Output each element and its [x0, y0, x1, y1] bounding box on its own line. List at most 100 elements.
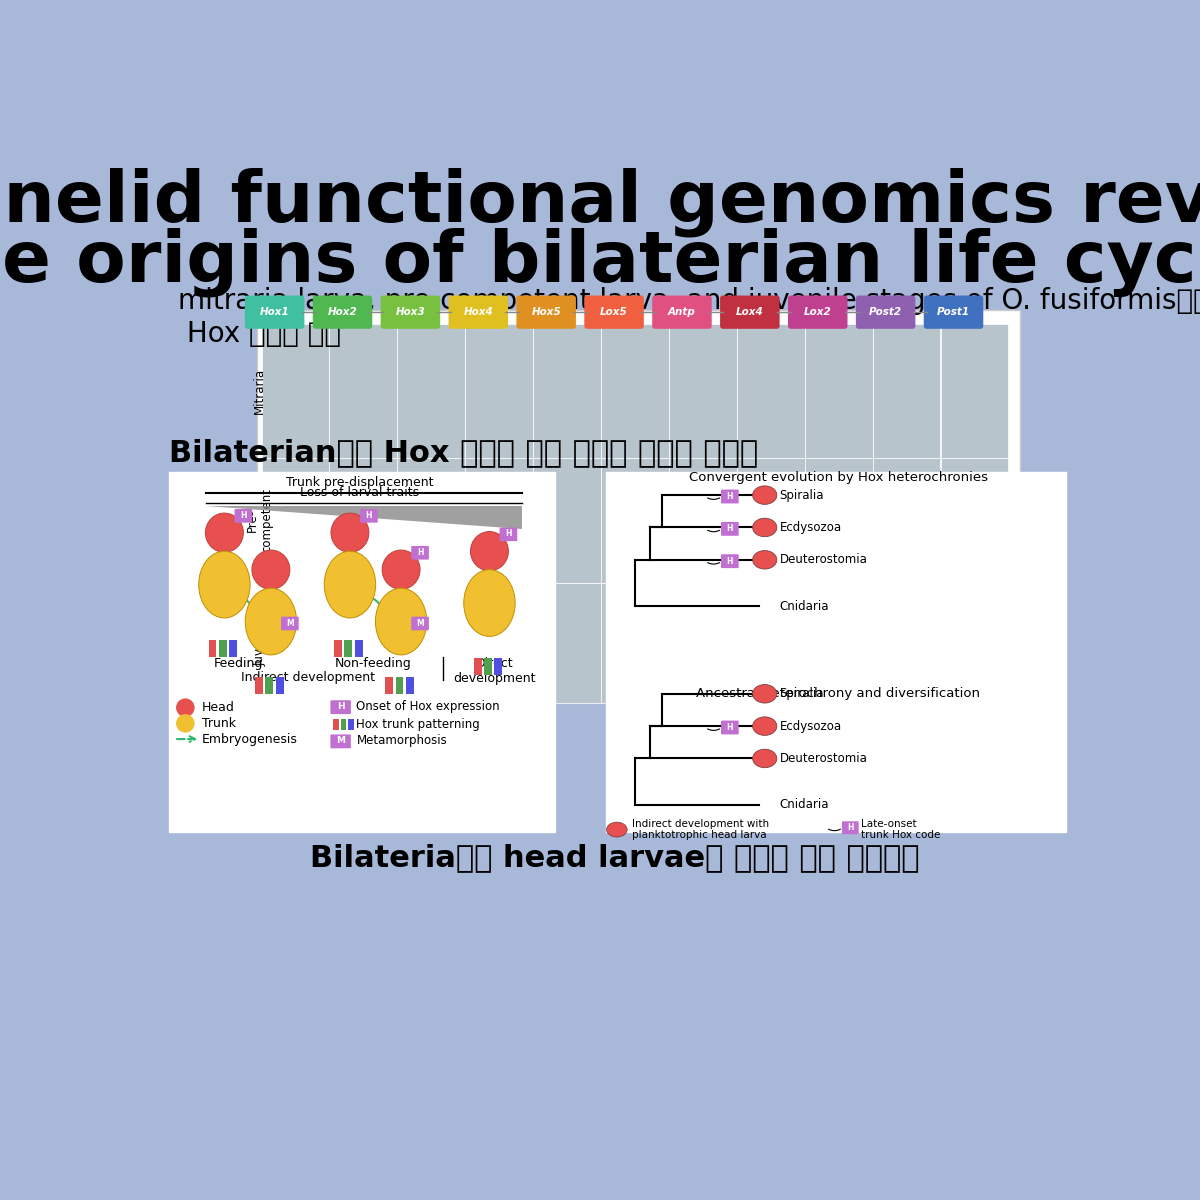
FancyBboxPatch shape — [737, 324, 805, 458]
FancyBboxPatch shape — [856, 295, 916, 329]
Text: Lox5: Lox5 — [600, 307, 628, 317]
FancyBboxPatch shape — [330, 734, 350, 749]
FancyBboxPatch shape — [653, 295, 712, 329]
FancyBboxPatch shape — [606, 472, 1066, 833]
FancyBboxPatch shape — [842, 821, 859, 834]
FancyBboxPatch shape — [601, 458, 668, 583]
Circle shape — [176, 714, 194, 732]
Text: Hox5: Hox5 — [532, 307, 562, 317]
FancyBboxPatch shape — [924, 295, 983, 329]
Bar — [229, 640, 238, 656]
FancyBboxPatch shape — [262, 458, 330, 583]
Text: Onset of Hox expression: Onset of Hox expression — [356, 701, 500, 713]
Text: M: M — [336, 737, 346, 745]
Bar — [406, 677, 414, 694]
Bar — [484, 658, 492, 676]
Text: Direct
development: Direct development — [452, 656, 535, 685]
Ellipse shape — [331, 514, 368, 552]
FancyBboxPatch shape — [466, 458, 533, 583]
FancyBboxPatch shape — [872, 583, 941, 703]
Ellipse shape — [752, 551, 776, 569]
Bar — [218, 640, 227, 656]
Bar — [385, 677, 394, 694]
FancyBboxPatch shape — [533, 583, 601, 703]
FancyBboxPatch shape — [397, 583, 466, 703]
Ellipse shape — [205, 514, 244, 552]
FancyBboxPatch shape — [397, 458, 466, 583]
Text: Hox trunk patterning: Hox trunk patterning — [356, 718, 480, 731]
FancyBboxPatch shape — [449, 295, 508, 329]
FancyBboxPatch shape — [721, 554, 739, 568]
Text: Ecdysozoa: Ecdysozoa — [780, 720, 841, 733]
Text: Metamorphosis: Metamorphosis — [356, 734, 448, 748]
FancyBboxPatch shape — [805, 458, 872, 583]
Text: Indirect development with
planktotrophic head larva: Indirect development with planktotrophic… — [631, 818, 769, 840]
Text: Head: Head — [202, 701, 235, 714]
FancyBboxPatch shape — [330, 458, 397, 583]
Text: H: H — [727, 492, 733, 502]
FancyBboxPatch shape — [412, 546, 428, 559]
Bar — [265, 677, 274, 694]
Ellipse shape — [199, 551, 250, 618]
FancyBboxPatch shape — [499, 528, 517, 541]
FancyBboxPatch shape — [330, 324, 397, 458]
Text: H: H — [337, 702, 344, 712]
Bar — [256, 677, 263, 694]
FancyBboxPatch shape — [257, 311, 1020, 703]
Text: Pre-
competent: Pre- competent — [246, 488, 274, 552]
FancyBboxPatch shape — [941, 458, 1008, 583]
Text: Spiralia: Spiralia — [780, 688, 824, 701]
Text: Loss of larval traits: Loss of larval traits — [300, 486, 419, 499]
FancyBboxPatch shape — [397, 324, 466, 458]
Text: the origins of bilaterian life cycles: the origins of bilaterian life cycles — [0, 227, 1200, 296]
Text: Lox4: Lox4 — [736, 307, 763, 317]
Text: H: H — [366, 511, 372, 520]
Text: Indirect development: Indirect development — [241, 671, 376, 684]
Text: Juvenile: Juvenile — [253, 619, 266, 666]
Text: H: H — [727, 724, 733, 732]
Text: Antp: Antp — [668, 307, 696, 317]
Text: Bilaterian에서 Hox 유전자 발현 시기와 라이프 사이클: Bilaterian에서 Hox 유전자 발현 시기와 라이프 사이클 — [168, 438, 757, 467]
Text: M: M — [286, 618, 294, 628]
FancyBboxPatch shape — [584, 295, 644, 329]
FancyBboxPatch shape — [668, 458, 737, 583]
Ellipse shape — [607, 822, 628, 838]
FancyBboxPatch shape — [412, 617, 428, 630]
Text: Annelid functional genomics reveal: Annelid functional genomics reveal — [0, 167, 1200, 236]
FancyBboxPatch shape — [262, 324, 330, 458]
FancyBboxPatch shape — [313, 295, 372, 329]
Bar — [355, 640, 362, 656]
Text: H: H — [727, 524, 733, 533]
FancyBboxPatch shape — [668, 324, 737, 458]
Text: Bilateria에서 head larvae를 이용한 대안 시나리오: Bilateria에서 head larvae를 이용한 대안 시나리오 — [311, 844, 919, 872]
Bar — [474, 658, 481, 676]
Text: Post2: Post2 — [869, 307, 902, 317]
Text: H: H — [727, 557, 733, 565]
Text: Deuterostomia: Deuterostomia — [780, 752, 868, 764]
FancyBboxPatch shape — [330, 583, 397, 703]
FancyBboxPatch shape — [466, 324, 533, 458]
Text: Ancestral heterochrony and diversification: Ancestral heterochrony and diversificati… — [696, 688, 980, 701]
Text: Embryogenesis: Embryogenesis — [202, 732, 298, 745]
FancyBboxPatch shape — [805, 324, 872, 458]
Text: Late-onset
trunk Hox code: Late-onset trunk Hox code — [860, 818, 940, 840]
FancyBboxPatch shape — [941, 324, 1008, 458]
Polygon shape — [206, 506, 522, 529]
Text: H: H — [505, 529, 511, 539]
Text: H: H — [847, 823, 853, 833]
FancyBboxPatch shape — [360, 509, 378, 523]
FancyBboxPatch shape — [872, 458, 941, 583]
Text: mitraria larva, pre-competent larva, and juvenile stages of O. fusiformis에서
 Hox: mitraria larva, pre-competent larva, and… — [178, 287, 1200, 348]
FancyBboxPatch shape — [737, 458, 805, 583]
Text: Hox2: Hox2 — [328, 307, 358, 317]
FancyBboxPatch shape — [533, 324, 601, 458]
Ellipse shape — [252, 550, 290, 589]
Ellipse shape — [463, 570, 515, 636]
Text: H: H — [240, 511, 247, 520]
FancyBboxPatch shape — [721, 720, 739, 734]
Text: Hox4: Hox4 — [463, 307, 493, 317]
FancyBboxPatch shape — [721, 522, 739, 535]
Text: Trunk: Trunk — [202, 716, 236, 730]
Bar — [276, 677, 283, 694]
Bar — [494, 658, 502, 676]
